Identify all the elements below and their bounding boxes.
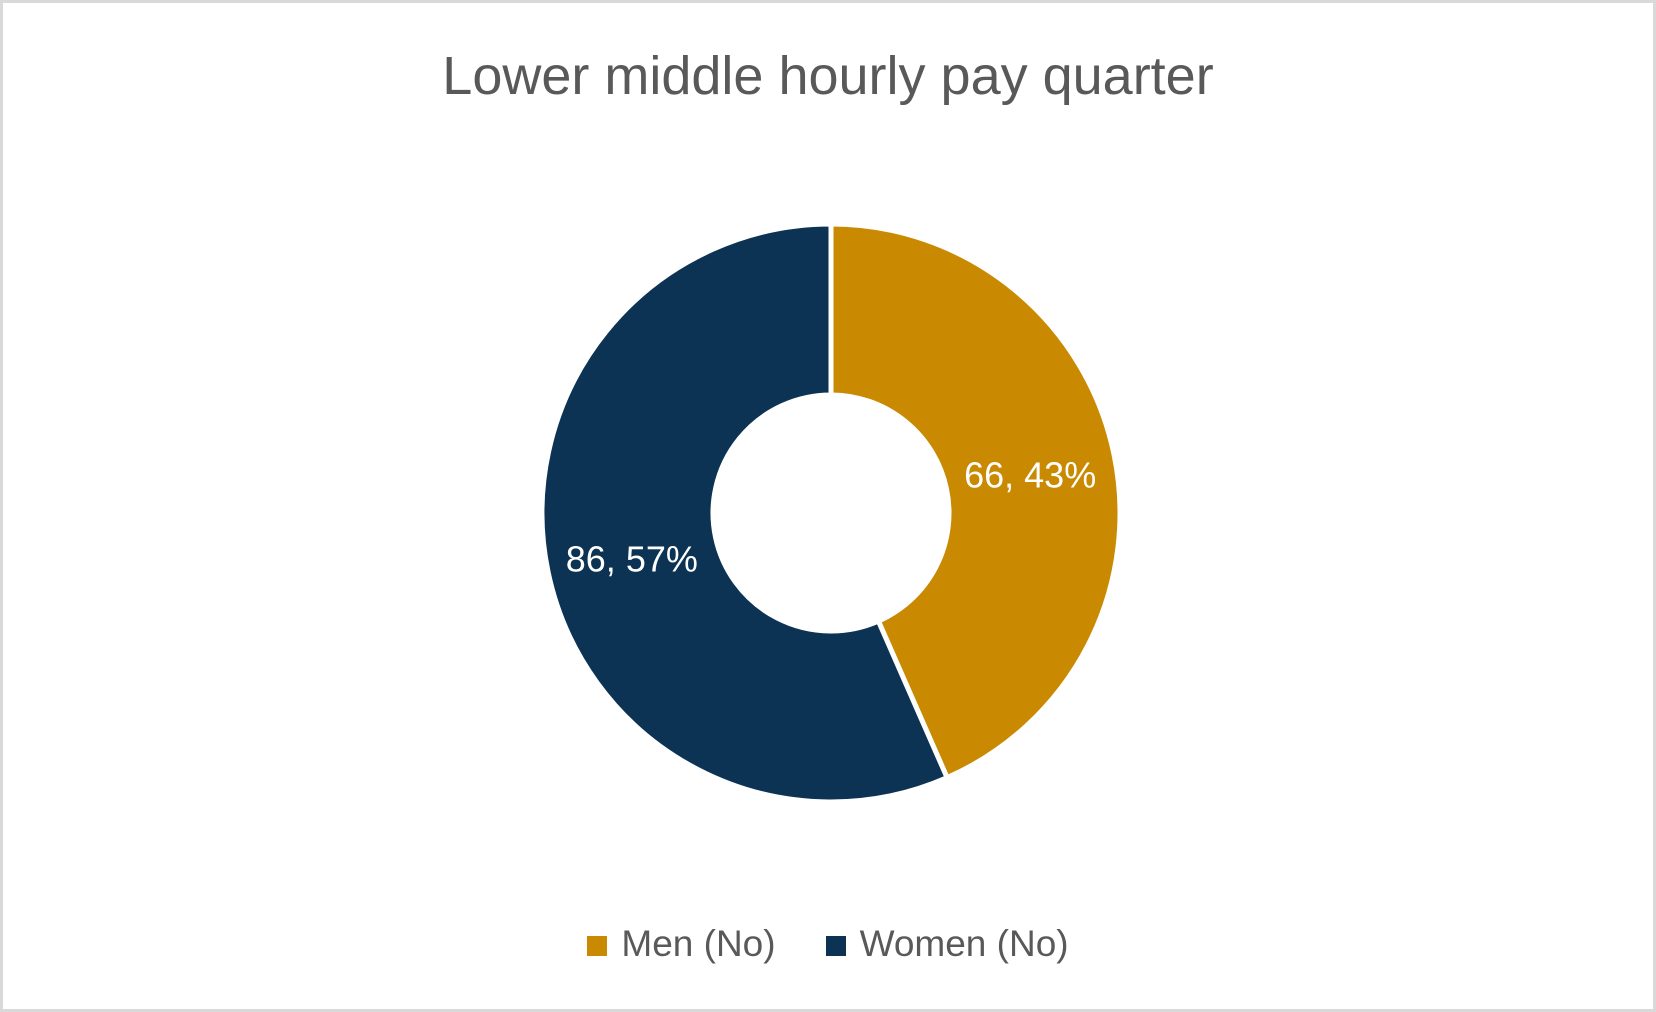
legend-swatch-women xyxy=(825,936,846,956)
legend-label-men: Men (No) xyxy=(621,923,776,964)
legend-label-women: Women (No) xyxy=(859,923,1069,964)
donut-slice-men[interactable] xyxy=(828,221,1123,781)
data-label-men: 66, 43% xyxy=(964,455,1096,496)
legend-item-women[interactable]: Women (No) xyxy=(825,923,1069,965)
legend-swatch-men xyxy=(587,936,608,956)
data-label-women: 86, 57% xyxy=(566,538,698,579)
donut-slice-women[interactable] xyxy=(539,221,951,805)
donut-chart: 66, 43% 86, 57% xyxy=(539,221,1123,805)
legend-item-men[interactable]: Men (No) xyxy=(587,923,776,965)
chart-title: Lower middle hourly pay quarter xyxy=(442,46,1214,106)
legend: Men (No) Women (No) xyxy=(3,923,1653,965)
